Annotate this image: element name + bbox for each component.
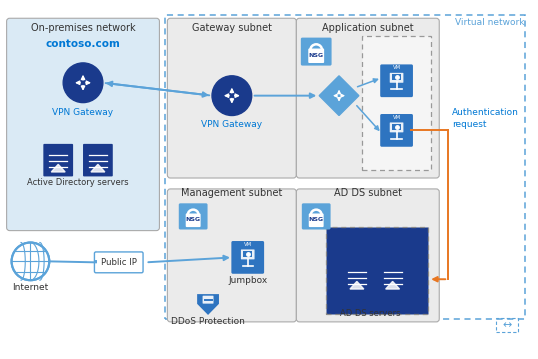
FancyBboxPatch shape <box>309 214 324 227</box>
FancyBboxPatch shape <box>342 261 372 294</box>
FancyBboxPatch shape <box>392 74 401 80</box>
FancyBboxPatch shape <box>186 214 201 227</box>
Text: Internet: Internet <box>12 283 48 292</box>
Text: On-premises network: On-premises network <box>31 23 136 33</box>
Text: DDoS Protection: DDoS Protection <box>171 317 245 326</box>
FancyBboxPatch shape <box>167 189 296 322</box>
Text: Management subnet: Management subnet <box>181 188 282 198</box>
FancyBboxPatch shape <box>380 114 413 147</box>
Text: Active Directory servers: Active Directory servers <box>27 178 129 187</box>
Text: VM: VM <box>393 65 401 70</box>
Polygon shape <box>350 281 364 289</box>
FancyBboxPatch shape <box>83 144 113 176</box>
FancyBboxPatch shape <box>378 261 407 294</box>
FancyBboxPatch shape <box>301 38 331 66</box>
Text: VM: VM <box>393 115 401 120</box>
Text: VM: VM <box>244 242 252 247</box>
FancyBboxPatch shape <box>203 296 214 304</box>
FancyBboxPatch shape <box>326 227 428 314</box>
FancyBboxPatch shape <box>308 48 324 63</box>
Text: VPN Gateway: VPN Gateway <box>201 121 263 130</box>
Text: AD DS subnet: AD DS subnet <box>334 188 402 198</box>
FancyBboxPatch shape <box>241 250 254 259</box>
Text: NSG: NSG <box>309 52 324 57</box>
Text: ↔: ↔ <box>502 320 512 330</box>
Text: Authentication
request: Authentication request <box>452 108 519 129</box>
FancyBboxPatch shape <box>390 122 404 132</box>
FancyBboxPatch shape <box>392 124 401 130</box>
Text: NSG: NSG <box>309 217 324 222</box>
Text: Application subnet: Application subnet <box>322 23 414 33</box>
FancyBboxPatch shape <box>6 18 159 230</box>
Polygon shape <box>51 164 65 172</box>
FancyBboxPatch shape <box>302 203 330 229</box>
Text: Gateway subnet: Gateway subnet <box>192 23 272 33</box>
FancyBboxPatch shape <box>296 18 439 178</box>
FancyBboxPatch shape <box>243 251 252 257</box>
FancyBboxPatch shape <box>167 18 296 178</box>
FancyBboxPatch shape <box>380 64 413 97</box>
FancyBboxPatch shape <box>390 73 404 83</box>
FancyBboxPatch shape <box>179 203 208 229</box>
Text: Public IP: Public IP <box>101 258 137 267</box>
Text: Jumpbox: Jumpbox <box>228 276 267 285</box>
Text: contoso.com: contoso.com <box>46 39 121 49</box>
Polygon shape <box>386 281 400 289</box>
FancyBboxPatch shape <box>44 144 73 176</box>
Circle shape <box>12 243 49 280</box>
FancyBboxPatch shape <box>95 252 143 273</box>
Polygon shape <box>319 76 359 116</box>
FancyBboxPatch shape <box>296 189 439 322</box>
Text: VPN Gateway: VPN Gateway <box>53 108 114 117</box>
Text: AD DS servers: AD DS servers <box>339 309 400 318</box>
Polygon shape <box>197 294 219 315</box>
FancyBboxPatch shape <box>362 36 431 170</box>
Text: NSG: NSG <box>186 217 201 222</box>
Circle shape <box>212 76 252 116</box>
FancyBboxPatch shape <box>231 241 264 274</box>
Circle shape <box>63 63 103 103</box>
Polygon shape <box>91 164 105 172</box>
Text: Virtual network: Virtual network <box>455 18 525 27</box>
